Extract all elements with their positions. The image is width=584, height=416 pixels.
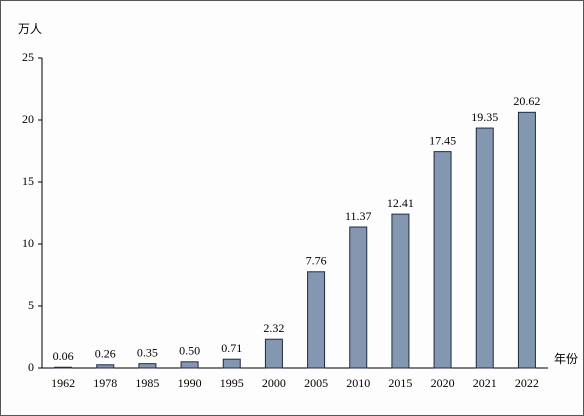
bar [180,361,199,369]
x-tick-label: 2000 [262,376,286,390]
bar [222,358,241,369]
x-tick-label: 1978 [93,376,117,390]
bar [391,213,410,369]
x-tick-label: 2010 [346,376,370,390]
value-label: 12.41 [387,196,414,210]
bar [517,111,536,369]
y-tick-label: 10 [22,236,34,250]
bar [433,151,452,369]
value-label: 11.37 [345,209,372,223]
y-tick-label: 5 [28,298,34,312]
value-label: 0.35 [137,345,158,359]
value-label: 2.32 [263,321,284,335]
bar [307,271,326,369]
value-label: 19.35 [471,110,498,124]
value-label: 17.45 [429,133,456,147]
bar [138,363,157,369]
x-tick-label: 1985 [135,376,159,390]
value-label: 7.76 [306,254,327,268]
bar [475,127,494,369]
x-tick-label: 2020 [431,376,455,390]
x-axis-label: 年份 [554,352,578,366]
value-label: 0.50 [179,344,200,358]
x-tick-label: 2015 [388,376,412,390]
y-tick-label: 15 [22,174,34,188]
bar [264,338,283,369]
bar [54,366,73,369]
x-tick-label: 1990 [178,376,202,390]
x-tick-label: 1995 [220,376,244,390]
value-label: 0.71 [221,341,242,355]
x-tick-label: 2022 [515,376,539,390]
value-label: 0.26 [95,347,116,361]
value-label: 20.62 [513,94,540,108]
y-tick-label: 25 [22,50,34,64]
bar [96,364,115,369]
y-tick-label: 20 [22,112,34,126]
bar [349,226,368,369]
x-tick-label: 2021 [473,376,497,390]
y-axis-label: 万人 [18,22,42,36]
y-tick-label: 0 [28,360,34,374]
x-tick-label: 1962 [51,376,75,390]
value-label: 0.06 [53,349,74,363]
x-tick-label: 2005 [304,376,328,390]
